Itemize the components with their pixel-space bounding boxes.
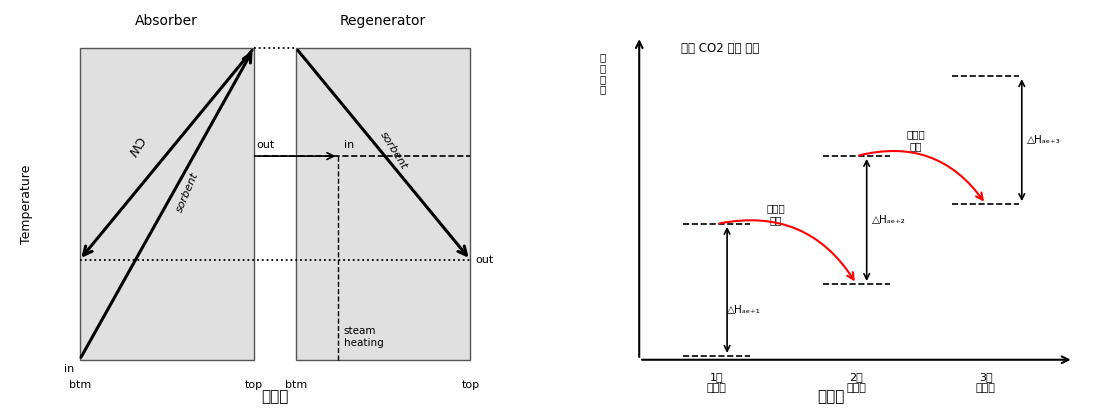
Text: top: top bbox=[245, 380, 263, 390]
Text: btm: btm bbox=[68, 380, 91, 390]
Text: in: in bbox=[343, 140, 354, 150]
Text: Absorber: Absorber bbox=[135, 14, 198, 28]
Text: △Hₐₑ₊₂: △Hₐₑ₊₂ bbox=[872, 215, 905, 225]
Text: 3단
흡탈착: 3단 흡탈착 bbox=[976, 372, 996, 394]
Bar bbox=[79, 48, 254, 360]
Text: btm: btm bbox=[285, 380, 307, 390]
Text: out: out bbox=[475, 255, 494, 265]
Text: （가）: （가） bbox=[262, 389, 288, 404]
Text: 탈착열
공급: 탈착열 공급 bbox=[906, 129, 925, 151]
Text: top: top bbox=[461, 380, 480, 390]
Text: 탈착열
공급: 탈착열 공급 bbox=[767, 203, 785, 225]
Bar bbox=[296, 48, 471, 360]
Text: Temperature: Temperature bbox=[20, 164, 33, 244]
Text: out: out bbox=[256, 140, 275, 150]
Text: sorbent: sorbent bbox=[378, 129, 409, 171]
Text: CW: CW bbox=[124, 134, 146, 158]
Text: 다단 CO2 포집 공정: 다단 CO2 포집 공정 bbox=[681, 42, 759, 55]
Text: 1단
흡탈착: 1단 흡탈착 bbox=[707, 372, 727, 394]
Text: 2단
흡탈착: 2단 흡탈착 bbox=[846, 372, 867, 394]
Text: steam
heating: steam heating bbox=[343, 326, 384, 348]
Text: △Hₐₑ₊₃: △Hₐₑ₊₃ bbox=[1027, 135, 1060, 145]
Text: Regenerator: Regenerator bbox=[340, 14, 427, 28]
Text: （나）: （나） bbox=[817, 389, 844, 404]
Text: 내
에
너
지: 내 에 너 지 bbox=[600, 52, 606, 95]
Text: △Hₐₑ₊₁: △Hₐₑ₊₁ bbox=[727, 305, 761, 315]
Text: sorbent: sorbent bbox=[175, 171, 201, 213]
Text: in: in bbox=[64, 364, 75, 374]
